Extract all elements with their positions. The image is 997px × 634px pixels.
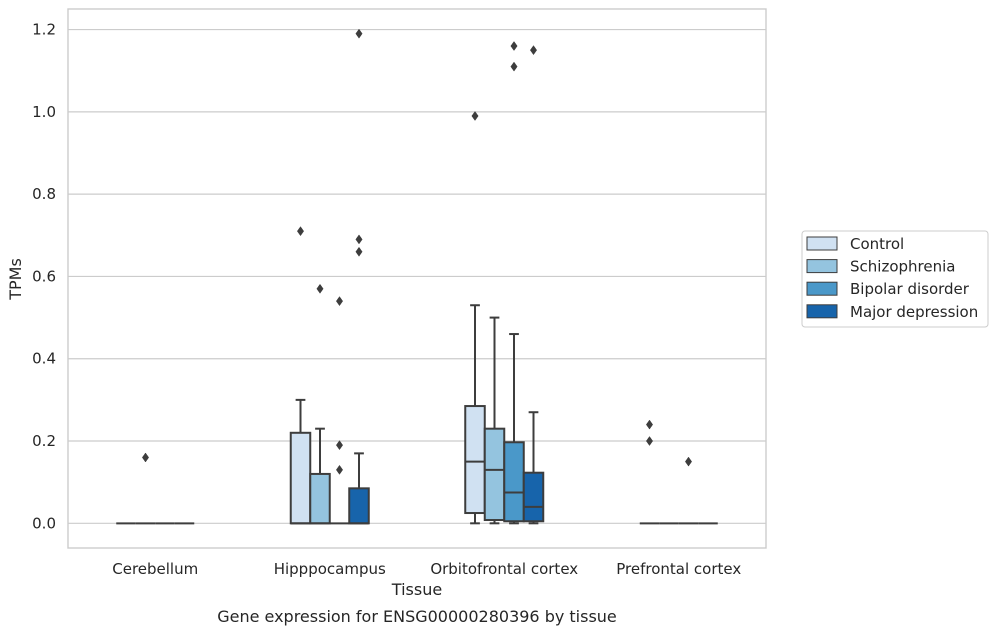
- outlier-point: [510, 41, 518, 51]
- x-tick-label: Hipppocampus: [274, 560, 386, 578]
- box-schizophrenia: [309, 283, 331, 525]
- legend-label: Control: [850, 235, 904, 253]
- legend-label: Major depression: [850, 303, 978, 321]
- outlier-point: [684, 456, 693, 467]
- legend-frame: [801, 230, 989, 328]
- box-control: [289, 226, 312, 525]
- box-schizophrenia: [483, 316, 506, 525]
- y-tick-label: 0.8: [32, 185, 56, 203]
- boxes-layer: [116, 28, 718, 525]
- outlier-point: [355, 234, 363, 245]
- y-tick-label: 0.4: [32, 350, 56, 368]
- outlier-point: [645, 419, 654, 430]
- legend-label: Bipolar disorder: [850, 280, 970, 298]
- box-body: [309, 472, 331, 525]
- x-tick-labels: Cerebellum Hipppocampus Orbitofrontal cort…: [112, 560, 741, 578]
- x-tick-label: Cerebellum: [112, 560, 198, 578]
- y-tick-label: 1.0: [32, 103, 56, 121]
- grid-layer: [68, 28, 766, 524]
- box-body: [348, 487, 370, 525]
- outlier-point: [335, 440, 344, 451]
- outlier-point: [141, 452, 150, 463]
- box-bipolar-disorder: [503, 41, 525, 525]
- box-body: [483, 427, 506, 522]
- outlier-point: [316, 283, 324, 294]
- box-major-depression: [522, 45, 545, 525]
- y-tick-label: 0.0: [32, 514, 56, 532]
- box-body: [289, 431, 312, 525]
- box-bipolar-disorder: [329, 296, 350, 525]
- box-major-depression: [348, 28, 370, 525]
- y-tick-label: 0.6: [32, 267, 56, 285]
- box-body: [522, 471, 545, 523]
- outlier-point: [510, 61, 518, 72]
- outlier-point: [529, 45, 538, 56]
- box-schizophrenia: [135, 452, 156, 525]
- box-bipolar-disorder: [678, 456, 699, 525]
- outlier-point: [335, 296, 344, 307]
- box-body: [503, 441, 525, 523]
- x-axis-title: Tissue: [391, 580, 442, 599]
- y-tick-label: 0.2: [32, 432, 56, 450]
- legend-swatch: [806, 259, 838, 274]
- box-control: [639, 419, 660, 525]
- outlier-point: [335, 464, 344, 475]
- chart-caption: Gene expression for ENSG00000280396 by t…: [217, 607, 617, 626]
- y-tick-label: 1.2: [32, 21, 56, 39]
- legend: Control Schizophrenia Bipolar disorder Majo…: [801, 230, 989, 328]
- outlier-point: [355, 246, 363, 257]
- outlier-point: [471, 111, 479, 121]
- x-tick-label: Orbitofrontal cortex: [430, 560, 578, 578]
- x-tick-label: Prefrontal cortex: [616, 560, 741, 578]
- outlier-point: [296, 226, 305, 237]
- outlier-point: [355, 28, 363, 39]
- outlier-point: [645, 436, 654, 446]
- box-body: [464, 405, 486, 515]
- legend-swatch: [806, 236, 838, 251]
- legend-swatch: [806, 304, 838, 319]
- plot-frame: [67, 8, 767, 549]
- y-axis-title: TPMs: [6, 258, 25, 301]
- legend-swatch: [806, 281, 838, 296]
- legend-items: Control Schizophrenia Bipolar disorder Majo…: [806, 235, 978, 321]
- box-control: [464, 111, 486, 525]
- y-tick-labels: 0.0 0.2 0.4 0.6 0.8 1.0 1.2: [32, 21, 56, 533]
- legend-label: Schizophrenia: [850, 258, 955, 276]
